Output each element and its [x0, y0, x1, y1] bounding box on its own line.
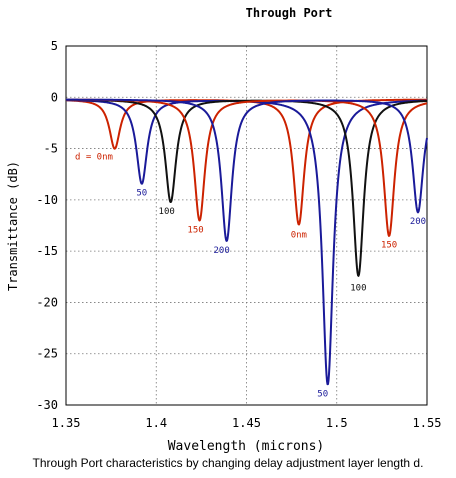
y-tick-label: -15 [36, 244, 58, 258]
y-tick-label: -5 [44, 142, 58, 156]
series-group [65, 98, 428, 386]
dip-label: 200 [410, 217, 426, 227]
dip-label: 100 [159, 207, 175, 217]
y-tick-label: 0 [51, 90, 58, 104]
dip-label: 200 [214, 246, 230, 256]
y-axis-label: Transmittance (dB) [6, 161, 20, 291]
figure-caption: Through Port characteristics by changing… [32, 456, 424, 470]
dip-label: 100 [350, 284, 366, 294]
chart-title: Through Port [246, 6, 333, 20]
series-line-3 [65, 98, 428, 277]
x-axis-label: Wavelength (microns) [168, 439, 325, 454]
x-tick-label: 1.45 [232, 416, 261, 430]
dip-label: 150 [187, 225, 203, 235]
x-tick-label: 1.55 [413, 416, 442, 430]
dip-label: d = 0nm [75, 153, 113, 163]
y-tick-label: -25 [36, 347, 58, 361]
dip-label: 0nm [291, 230, 307, 240]
y-tick-label: -10 [36, 193, 58, 207]
plot-area-frame [65, 45, 428, 406]
y-tick-label: 5 [51, 39, 58, 53]
y-tick-label: -30 [36, 398, 58, 412]
x-tick-label: 1.5 [326, 416, 348, 430]
series-line-5 [65, 98, 428, 242]
x-tick-label: 1.4 [145, 416, 167, 430]
y-tick-label: -20 [36, 295, 58, 309]
dip-label: 150 [381, 241, 397, 251]
grid [66, 46, 427, 405]
dip-labels: d = 0nm 0nm 50 50 100 100 150 150 200 200 [75, 153, 426, 400]
dip-label: 50 [136, 188, 147, 198]
dip-label: 50 [317, 389, 328, 399]
x-tick-label: 1.35 [52, 416, 81, 430]
